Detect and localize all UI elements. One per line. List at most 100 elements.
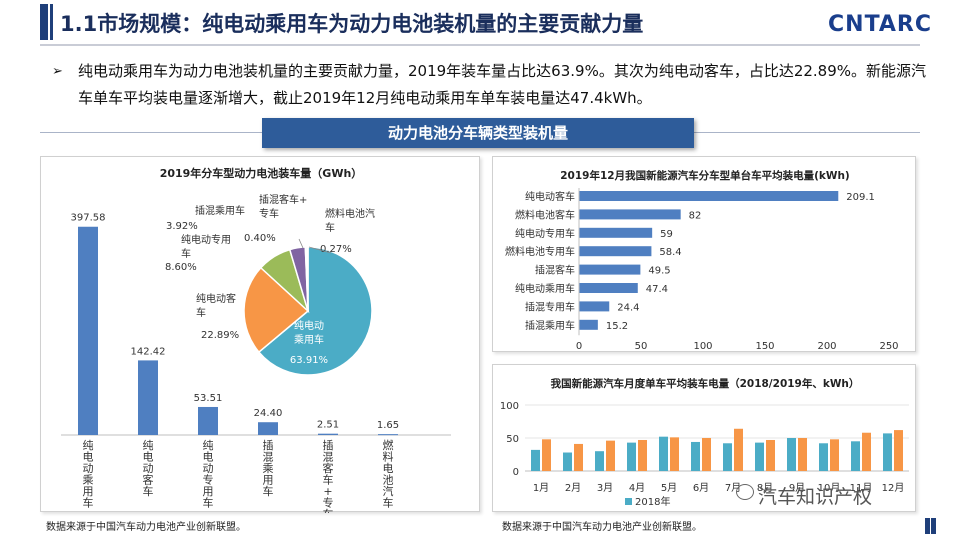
monthly-y-tick-2: 100 — [500, 401, 519, 412]
hbar-2 — [579, 227, 653, 238]
pie-leader-line-5 — [308, 246, 332, 254]
hbar-category-label-3: 燃料电池专用车 — [505, 245, 575, 258]
monthly-bar-1-2 — [606, 440, 615, 471]
hbar-x-tick-0: 0 — [576, 341, 582, 352]
bar-value-label-0: 397.58 — [71, 213, 106, 224]
monthly-x-label-10: 11月 — [850, 482, 873, 494]
monthly-x-label-11: 12月 — [882, 482, 905, 494]
hbar-category-label-6: 插混专用车 — [525, 300, 575, 313]
monthly-bar-0-4 — [659, 436, 668, 471]
monthly-x-label-8: 9月 — [789, 482, 805, 494]
hbar-5 — [579, 283, 638, 293]
pie-pct-label-1: 22.89% — [201, 330, 239, 341]
monthly-bar-0-7 — [755, 442, 764, 471]
pie-slice-0 — [257, 246, 373, 376]
hbar-x-tick-4: 200 — [817, 341, 836, 352]
monthly-bar-1-3 — [638, 439, 647, 471]
monthly-bar-0-1 — [563, 452, 572, 471]
hbar-category-label-2: 纯电动专用车 — [515, 227, 575, 240]
hbar-value-label-0: 209.1 — [846, 192, 875, 203]
hbar-x-tick-2: 100 — [693, 341, 712, 352]
header-accent-bar — [40, 4, 48, 40]
right-top-chart-panel: 2019年12月我国新能源汽车分车型单台车平均装电量(kWh) 纯电动客车 209.… — [492, 156, 916, 352]
hbar-value-label-4: 49.5 — [648, 266, 670, 277]
bar-3 — [258, 422, 278, 435]
hbar-category-label-4: 插混客车 — [535, 264, 575, 277]
monthly-bar-0-8 — [787, 438, 796, 471]
monthly-bar-1-1 — [574, 443, 583, 471]
monthly-x-label-2: 3月 — [597, 482, 613, 494]
monthly-bar-1-5 — [702, 438, 711, 471]
bar-value-label-4: 2.51 — [317, 420, 339, 431]
pie-label-4: 插混客车+专车 — [259, 193, 307, 220]
monthly-y-tick-0: 0 — [513, 467, 519, 478]
bullet-arrow-icon: ➢ — [52, 64, 63, 79]
bar-value-label-2: 53.51 — [194, 393, 223, 404]
right-source-note: 数据来源于中国汽车动力电池产业创新联盟。 — [502, 522, 702, 533]
monthly-bar-0-6 — [723, 443, 732, 471]
page-marker-bar-2 — [931, 518, 936, 534]
pie-pct-label-0: 63.91% — [290, 355, 328, 366]
bar-value-label-5: 1.65 — [377, 420, 399, 431]
monthly-bar-1-8 — [798, 438, 807, 471]
page-title: 1.1市场规模：纯电动乘用车为动力电池装机量的主要贡献力量 — [60, 12, 644, 36]
monthly-bar-1-9 — [830, 439, 839, 471]
monthly-bar-0-11 — [883, 433, 892, 471]
bar-value-label-3: 24.40 — [254, 408, 283, 419]
hbar-value-label-5: 47.4 — [646, 284, 668, 295]
hbar-x-tick-1: 50 — [635, 341, 648, 352]
monthly-bar-1-4 — [670, 437, 679, 471]
pie-label-5: 燃料电池汽车 — [325, 207, 375, 234]
legend-swatch-2018 — [625, 498, 632, 505]
left-source-note: 数据来源于中国汽车动力电池产业创新联盟。 — [46, 522, 246, 533]
bar-category-label-4: 插混客车+专车 — [323, 438, 334, 513]
hbar-category-label-0: 纯电动客车 — [525, 190, 575, 203]
pie-pct-label-2: 8.60% — [165, 262, 197, 273]
hbar-7 — [579, 319, 598, 330]
watermark-text: 汽车知识产权 — [758, 486, 873, 508]
hbar-value-label-6: 24.4 — [617, 302, 639, 313]
pie-label-2: 纯电动专用车 — [181, 233, 231, 260]
bar-category-label-5: 燃料电池汽车 — [383, 438, 394, 510]
monthly-bar-0-2 — [595, 451, 604, 471]
hbar-value-label-3: 58.4 — [659, 247, 681, 258]
monthly-x-label-7: 8月 — [757, 482, 773, 494]
monthly-bar-1-11 — [894, 430, 903, 471]
monthly-x-label-9: 10月 — [818, 482, 841, 494]
monthly-bar-0-5 — [691, 441, 700, 471]
left-chart-panel: 2019年分车型动力电池装车量（GWh） 397.58 纯电动乘用车 142.42 纯电… — [40, 156, 480, 521]
pie-label-0: 纯电动乘用车 — [294, 319, 324, 346]
hbar-value-label-1: 82 — [689, 210, 702, 221]
pie-label-3: 插混乘用车 — [195, 204, 245, 217]
pie-pct-label-3: 3.92% — [166, 221, 198, 232]
monthly-bar-0-9 — [819, 443, 828, 471]
pie-label-1: 纯电动客车 — [196, 292, 236, 319]
summary-text: 纯电动乘用车为动力电池装机量的主要贡献力量，2019年装车量占比达63.9%。其… — [78, 62, 927, 107]
bar-2 — [198, 406, 218, 435]
monthly-x-label-3: 4月 — [629, 482, 645, 494]
header-accent-bar-thin — [50, 4, 53, 40]
hbar-category-label-1: 燃料电池客车 — [515, 208, 575, 221]
bar-value-label-1: 142.42 — [131, 346, 166, 357]
monthly-bar-1-7 — [766, 439, 775, 471]
left-chart-svg: 2019年分车型动力电池装车量（GWh） 397.58 纯电动乘用车 142.42 纯电… — [61, 166, 451, 521]
pie-pct-label-5: 0.27% — [320, 244, 352, 255]
hbar-chart-title: 2019年12月我国新能源汽车分车型单台车平均装电量(kWh) — [560, 169, 849, 182]
hbar-value-label-2: 59 — [660, 229, 673, 240]
monthly-chart-title: 我国新能源汽车月度单车平均装车电量（2018/2019年、kWh） — [551, 377, 860, 390]
section-title: 动力电池分车辆类型装机量 — [262, 118, 694, 148]
monthly-bar-chart-svg: 我国新能源汽车月度单车平均装车电量（2018/2019年、kWh） 0 50 100 1… — [500, 377, 909, 508]
monthly-bar-1-10 — [862, 432, 871, 471]
hbar-category-label-7: 插混乘用车 — [525, 319, 575, 332]
bar-1 — [138, 360, 158, 435]
monthly-bar-0-10 — [851, 441, 860, 471]
hbar-0 — [579, 191, 839, 201]
monthly-x-label-4: 5月 — [661, 482, 677, 494]
brand-logo: CNTARC — [828, 12, 932, 37]
left-chart-title: 2019年分车型动力电池装车量（GWh） — [160, 166, 363, 180]
hbar-x-tick-5: 250 — [879, 341, 898, 352]
monthly-bar-0-3 — [627, 442, 636, 471]
hbar-6 — [579, 301, 610, 312]
pie-pct-label-4: 0.40% — [244, 233, 276, 244]
bar-category-label-3: 插混乘用车 — [263, 438, 274, 498]
